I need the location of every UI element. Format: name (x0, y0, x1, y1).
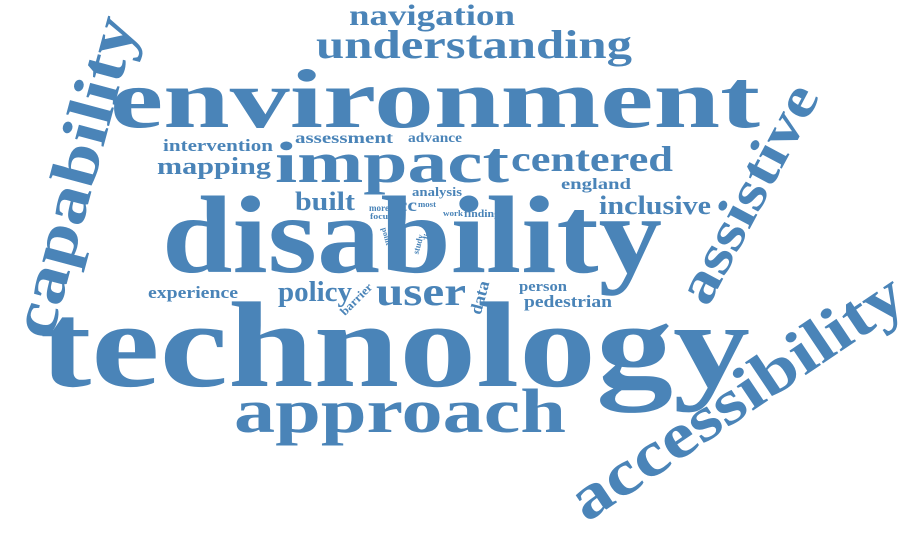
word-mapping: mapping (157, 154, 271, 180)
word-pedestrian: pedestrian (524, 292, 613, 311)
word-analysis: analysis (412, 184, 462, 199)
word-finding: finding (464, 208, 501, 220)
word-impact: impact (275, 130, 510, 195)
word-live: live (421, 224, 433, 240)
word-more: more (369, 203, 389, 213)
word-navigation: navigation (349, 0, 515, 32)
word-focus: focus (370, 212, 392, 221)
word-policy: policy (278, 277, 352, 308)
word-most: most (418, 200, 436, 209)
word-work: work (443, 209, 464, 218)
word-assessment: assessment (295, 130, 394, 147)
word-advance: advance (408, 131, 462, 146)
word-inclusive: inclusive (599, 191, 711, 220)
word-acc: acc (387, 195, 417, 215)
word-centered: centered (511, 139, 673, 179)
word-experience: experience (148, 283, 239, 302)
word-understanding: understanding (316, 22, 632, 67)
word-user: user (376, 269, 466, 314)
word-built: built (295, 187, 355, 216)
word-approach: approach (234, 378, 566, 446)
word-disability: disability (162, 174, 662, 296)
word-england: england (561, 176, 631, 193)
word-person: person (519, 279, 568, 295)
word-environment: environment (110, 53, 760, 146)
word-technology: technology (40, 278, 750, 413)
word-intervention: intervention (163, 136, 274, 155)
